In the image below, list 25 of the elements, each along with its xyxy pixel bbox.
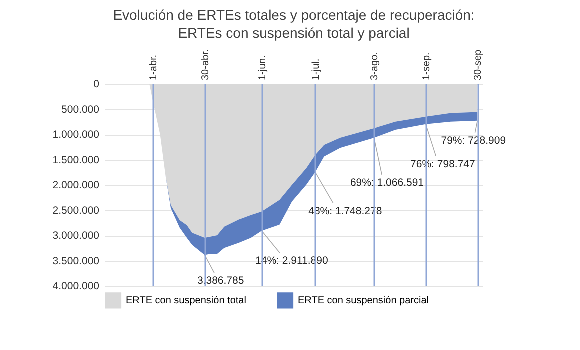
y-tick-label: 3.000.000 <box>52 230 100 242</box>
annotation: 3.386.785 <box>197 275 244 288</box>
x-tick-label: 1-jul. <box>310 58 322 80</box>
y-tick-label: 4.000.000 <box>52 280 100 292</box>
chart-subtitle: ERTEs con suspensión total y parcial <box>178 24 410 41</box>
y-tick-label: 2.000.000 <box>52 180 100 192</box>
annotation: 79%: 728.909 <box>441 134 506 147</box>
x-tick-label: 1-sep. <box>421 52 432 80</box>
x-tick-label: 1-abr. <box>148 54 160 80</box>
x-tick-label: 1-jun. <box>257 55 268 80</box>
x-tick-label: 30-abr. <box>200 49 212 80</box>
y-tick-label: 1.000.000 <box>52 129 100 141</box>
chart-title: Evolución de ERTEs totales y porcentaje de recuperación: <box>113 6 475 23</box>
annotation: 69%: 1.066.591 <box>350 176 424 189</box>
y-tick-label: 500.000 <box>62 104 100 116</box>
annotation: 14%: 2.911.890 <box>256 255 328 268</box>
x-tick-label: 30-sep <box>473 49 484 80</box>
y-tick-label: 3.500.000 <box>52 255 100 268</box>
legend-label: ERTE con suspensión total <box>126 296 246 307</box>
annotation: 76%: 798.747 <box>410 158 476 170</box>
y-tick-label: 0 <box>94 78 100 90</box>
x-tick-label: 3-ago. <box>370 52 381 80</box>
y-tick-label: 2.500.000 <box>52 204 100 217</box>
legend-label: ERTE con suspensión parcial <box>298 296 429 307</box>
y-tick-label: 1.500.000 <box>52 154 100 166</box>
